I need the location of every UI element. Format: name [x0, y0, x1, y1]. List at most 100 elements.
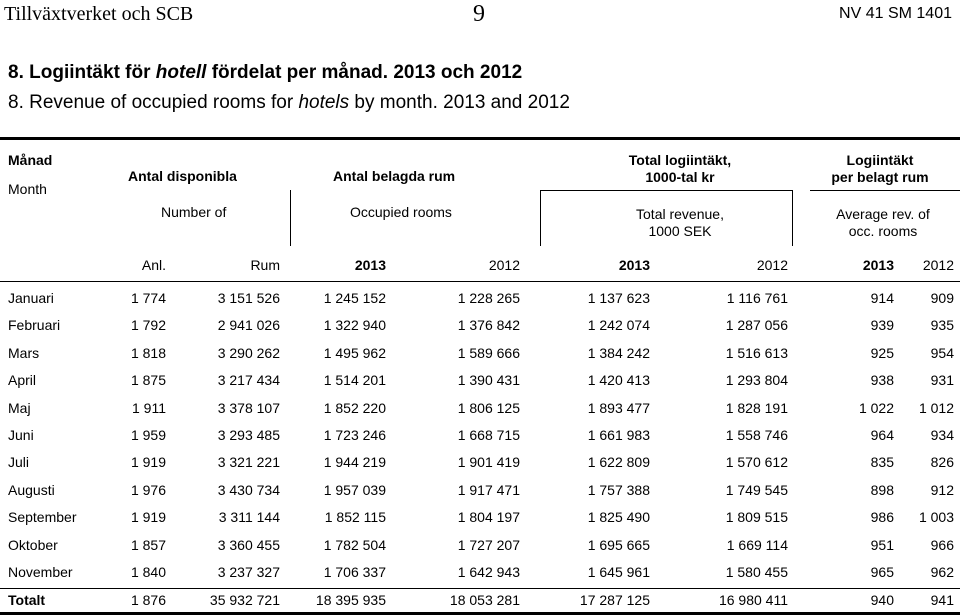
- cell-avg2012: 935: [930, 317, 954, 334]
- cell-occ2012: 1 917 471: [457, 481, 520, 498]
- top-rule: [0, 137, 960, 140]
- header-bottom-rule: [0, 281, 960, 282]
- cell-occ2013: 1 706 337: [323, 564, 386, 580]
- header-month-sv: Månad: [8, 152, 53, 168]
- cell-anl: 1 919: [130, 454, 166, 471]
- cell-avg2013: 986: [870, 509, 894, 526]
- header-occupied-sv: Antal belagda rum: [333, 168, 456, 184]
- cell-month: Januari: [8, 290, 54, 306]
- cell-avg2013: 964: [870, 427, 894, 443]
- cell-month: Maj: [8, 399, 31, 416]
- cell-avg2012: 1 012: [918, 399, 954, 416]
- header-vline: [290, 190, 291, 246]
- cell-occ2012: 1 901 419: [457, 454, 520, 471]
- table-row: Augusti 1 976 3 430 734 1 957 039 1 917 471 1…: [0, 477, 960, 505]
- cell-rev2012: 1 570 612: [725, 454, 788, 471]
- subheader-rev-2013: 2013: [618, 257, 650, 273]
- cell-occ2013: 1 957 039: [323, 481, 386, 498]
- table-title-sv: 8. Logiintäkt för hotell fördelat per må…: [8, 62, 523, 83]
- cell-anl: 1 857: [130, 536, 166, 553]
- cell-month: Februari: [8, 317, 61, 334]
- cell-rev2012: 1 828 191: [725, 399, 788, 416]
- subheader-rum: Rum: [250, 257, 280, 273]
- header-divider: [810, 190, 960, 191]
- cell-rev2013: 1 893 477: [587, 399, 650, 416]
- table-row: September 1 919 3 311 144 1 852 115 1 804 19…: [0, 504, 960, 532]
- table-row: Maj 1 911 3 378 107 1 852 220 1 806 125 1 893…: [0, 395, 960, 423]
- cell-occ2013: 1 782 504: [323, 536, 386, 553]
- cell-rum: 3 360 455: [217, 536, 280, 553]
- cell-rev2012: 1 116 761: [726, 290, 788, 306]
- cell-avg2013: 925: [870, 344, 894, 361]
- cell-avg2012: 966: [930, 536, 954, 553]
- header-available-en: Number of: [161, 204, 227, 220]
- cell-avg2013: 1 022: [858, 399, 894, 416]
- total-occ-2013: 18 395 935: [315, 592, 386, 608]
- cell-occ2012: 1 668 715: [457, 427, 520, 443]
- page-header-left: Tillväxtverket och SCB: [4, 3, 194, 25]
- cell-rev2012: 1 580 455: [725, 564, 788, 580]
- bottom-rule: [0, 612, 960, 615]
- cell-anl: 1 911: [132, 399, 166, 416]
- subheader-rev-2012: 2012: [756, 257, 788, 273]
- table-row: Mars 1 818 3 290 262 1 495 962 1 589 666 1 38…: [0, 340, 960, 368]
- cell-rev2013: 1 695 665: [587, 536, 650, 553]
- subheader-row: Anl. Rum 2013 2012 2013 2012 2013 2012: [0, 252, 960, 280]
- header-avg-en: Average rev. of occ. rooms: [836, 206, 930, 239]
- cell-rev2012: 1 293 804: [725, 372, 788, 389]
- cell-month: September: [8, 509, 77, 526]
- header-revenue-sv: Total logiintäkt, 1000-tal kr: [628, 152, 732, 185]
- cell-rev2013: 1 622 809: [587, 454, 650, 471]
- page-header-right: NV 41 SM 1401: [839, 5, 952, 22]
- cell-rev2012: 1 287 056: [725, 317, 788, 334]
- cell-rev2013: 1 384 242: [587, 344, 650, 361]
- cell-rum: 3 321 221: [217, 454, 280, 471]
- table-row: April 1 875 3 217 434 1 514 201 1 390 431 1 4…: [0, 367, 960, 395]
- cell-month: Oktober: [8, 536, 58, 553]
- total-avg-2012: 941: [930, 592, 954, 608]
- cell-occ2013: 1 852 220: [323, 399, 386, 416]
- cell-avg2013: 914: [870, 290, 894, 306]
- cell-avg2012: 1 003: [918, 509, 954, 526]
- cell-anl: 1 818: [130, 344, 166, 361]
- cell-avg2012: 909: [930, 290, 954, 306]
- cell-rev2012: 1 669 114: [726, 536, 788, 553]
- cell-rev2013: 1 661 983: [587, 427, 650, 443]
- total-avg-2013: 940: [870, 592, 894, 608]
- subheader-occ-2012: 2012: [488, 257, 520, 273]
- header-revenue-en: Total revenue, 1000 SEK: [636, 206, 724, 239]
- header-vline: [540, 190, 541, 246]
- table-row: November 1 840 3 237 327 1 706 337 1 642 943…: [0, 559, 960, 587]
- table-row: Juni 1 959 3 293 485 1 723 246 1 668 715 1 66…: [0, 422, 960, 450]
- cell-rum: 3 237 327: [217, 564, 280, 580]
- cell-occ2013: 1 944 219: [323, 454, 386, 471]
- header-vline: [792, 190, 793, 246]
- header-available-sv: Antal disponibla: [128, 168, 237, 184]
- cell-avg2013: 939: [870, 317, 894, 334]
- total-row: Totalt 1 876 35 932 721 18 395 935 18 05…: [0, 587, 960, 615]
- cell-occ2013: 1 723 246: [323, 427, 386, 443]
- cell-avg2013: 965: [870, 564, 894, 580]
- cell-anl: 1 774: [130, 290, 166, 306]
- header-avg-sv: Logiintäkt per belagt rum: [831, 152, 929, 185]
- table-row: Januari 1 774 3 151 526 1 245 152 1 228 265 1…: [0, 285, 960, 313]
- cell-rev2013: 1 242 074: [587, 317, 650, 334]
- cell-rev2012: 1 809 515: [725, 509, 788, 526]
- table-row: Oktober 1 857 3 360 455 1 782 504 1 727 207 1…: [0, 532, 960, 560]
- cell-occ2012: 1 642 943: [457, 564, 520, 580]
- cell-occ2013: 1 852 115: [324, 509, 386, 526]
- subheader-avg-2012: 2012: [922, 257, 954, 273]
- cell-rev2012: 1 749 545: [725, 481, 788, 498]
- total-top-rule: [0, 588, 960, 589]
- cell-occ2012: 1 804 197: [457, 509, 520, 526]
- cell-rum: 3 151 526: [217, 290, 280, 306]
- cell-rum: 3 290 262: [217, 344, 280, 361]
- cell-occ2012: 1 376 842: [457, 317, 520, 334]
- header-month-en: Month: [8, 181, 47, 197]
- cell-rev2012: 1 558 746: [725, 427, 788, 443]
- cell-month: Augusti: [8, 481, 55, 498]
- cell-occ2012: 1 228 265: [457, 290, 520, 306]
- cell-anl: 1 875: [130, 372, 166, 389]
- header-divider: [540, 190, 792, 191]
- cell-anl: 1 959: [130, 427, 166, 443]
